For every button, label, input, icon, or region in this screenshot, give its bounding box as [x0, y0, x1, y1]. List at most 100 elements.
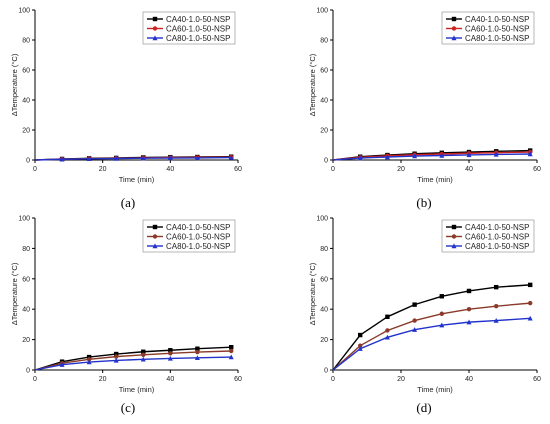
y-tick-label: 40 — [22, 98, 30, 105]
y-tick-label: 100 — [316, 8, 328, 15]
data-point-circle — [439, 311, 444, 316]
data-point-circle — [451, 234, 457, 239]
chart-panel-c: 0 20 40 60 80 100 0 20 40 60 Time (min) ΔTemperatur… — [10, 216, 242, 416]
y-tick-label: 80 — [320, 246, 328, 253]
data-point-triangle — [113, 155, 119, 161]
data-point-triangle — [59, 362, 65, 367]
y-tick-label: 60 — [320, 68, 328, 75]
y-tick-label: 40 — [320, 98, 328, 105]
data-point-circle — [466, 307, 472, 312]
data-point-triangle — [86, 359, 92, 365]
data-point-triangle — [466, 152, 472, 158]
data-point-square — [152, 16, 158, 22]
data-point-triangle — [167, 155, 173, 161]
x-tick-label: 60 — [234, 376, 242, 383]
data-point-square — [385, 314, 390, 319]
y-tick-label: 20 — [22, 337, 30, 344]
data-point-triangle — [384, 334, 390, 340]
legend-label: CA40-1.0-50-NSP — [465, 15, 529, 24]
data-point-square — [528, 282, 533, 288]
series-line — [332, 284, 531, 371]
series-line — [332, 317, 531, 371]
y-tick-label: 0 — [26, 368, 30, 375]
data-point-triangle — [357, 346, 363, 351]
y-tick-label: 40 — [22, 307, 30, 314]
data-point-triangle — [59, 156, 65, 162]
x-tick-label: 0 — [33, 166, 37, 173]
data-point-triangle — [152, 35, 158, 41]
series-line — [332, 151, 531, 161]
y-axis-title: ΔTemperature (°C) — [308, 262, 317, 325]
legend-label: CA80-1.0-50-NSP — [166, 242, 230, 251]
data-point-square — [494, 284, 499, 290]
y-tick-label: 80 — [320, 38, 328, 45]
legend: CA40-1.0-50-NSPCA60-1.0-50-NSPCA80-1.0-5… — [441, 11, 535, 45]
data-point-square — [451, 16, 457, 22]
data-point-square — [451, 224, 457, 230]
data-point-square — [152, 224, 158, 230]
series-line — [34, 350, 232, 371]
data-point-triangle — [384, 154, 390, 160]
legend-label: CA80-1.0-50-NSP — [465, 34, 529, 43]
series-line — [332, 302, 531, 371]
x-tick-label: 20 — [397, 166, 405, 173]
data-point-square — [86, 354, 92, 360]
data-point-triangle — [140, 155, 146, 161]
data-point-triangle — [152, 243, 158, 249]
data-point-square — [141, 349, 146, 354]
legend-label: CA40-1.0-50-NSP — [166, 223, 230, 232]
y-tick-label: 0 — [324, 368, 328, 375]
data-point-triangle — [140, 356, 146, 362]
x-axis-title: Time (min) — [417, 385, 453, 394]
data-point-circle — [412, 318, 417, 323]
legend-label: CA60-1.0-50-NSP — [465, 24, 529, 33]
data-point-square — [168, 348, 173, 353]
data-point-triangle — [412, 327, 418, 332]
chart-panel-a: 0 20 40 60 80 100 0 20 40 60 Time (min) ΔTemperatur… — [10, 8, 242, 211]
y-tick-label: 20 — [320, 337, 328, 344]
data-point-triangle — [527, 315, 533, 321]
data-point-circle — [451, 26, 457, 31]
panel-caption: (d) — [416, 400, 431, 415]
x-tick-label: 0 — [33, 376, 37, 383]
data-point-triangle — [439, 322, 445, 328]
legend-label: CA60-1.0-50-NSP — [166, 232, 230, 241]
data-point-square — [195, 346, 200, 351]
x-tick-label: 60 — [533, 376, 541, 383]
data-point-circle — [195, 349, 200, 355]
y-axis-title: ΔTemperature (°C) — [10, 53, 19, 116]
y-tick-label: 60 — [320, 276, 328, 283]
series-line — [332, 153, 531, 161]
data-point-circle — [114, 354, 119, 359]
y-tick-label: 80 — [22, 38, 30, 45]
data-point-circle — [528, 300, 533, 306]
y-tick-label: 60 — [22, 276, 30, 283]
y-tick-label: 0 — [26, 158, 30, 165]
data-point-triangle — [451, 243, 457, 249]
data-point-circle — [358, 343, 363, 348]
data-point-square — [229, 345, 234, 350]
series-line — [34, 346, 232, 371]
legend-label: CA60-1.0-50-NSP — [465, 232, 529, 241]
y-axis-title: ΔTemperature (°C) — [10, 262, 19, 325]
y-axis-title: ΔTemperature (°C) — [308, 53, 317, 116]
data-point-triangle — [357, 155, 363, 161]
data-point-circle — [152, 26, 158, 31]
panel-caption: (a) — [121, 195, 135, 210]
legend: CA40-1.0-50-NSPCA60-1.0-50-NSPCA80-1.0-5… — [142, 11, 236, 45]
data-point-triangle — [194, 155, 200, 161]
data-point-circle — [229, 348, 234, 354]
data-point-circle — [385, 328, 390, 333]
x-axis-title: Time (min) — [417, 175, 453, 184]
y-tick-label: 80 — [22, 246, 30, 253]
legend-label: CA80-1.0-50-NSP — [166, 34, 230, 43]
data-point-square — [114, 351, 119, 357]
y-tick-label: 100 — [316, 216, 328, 223]
legend-label: CA40-1.0-50-NSP — [465, 223, 529, 232]
legend: CA40-1.0-50-NSPCA60-1.0-50-NSPCA80-1.0-5… — [142, 219, 236, 253]
data-point-square — [466, 288, 472, 294]
x-tick-label: 60 — [533, 166, 541, 173]
panel-caption: (b) — [416, 195, 431, 210]
x-tick-label: 40 — [465, 376, 473, 383]
y-tick-label: 100 — [18, 8, 30, 15]
